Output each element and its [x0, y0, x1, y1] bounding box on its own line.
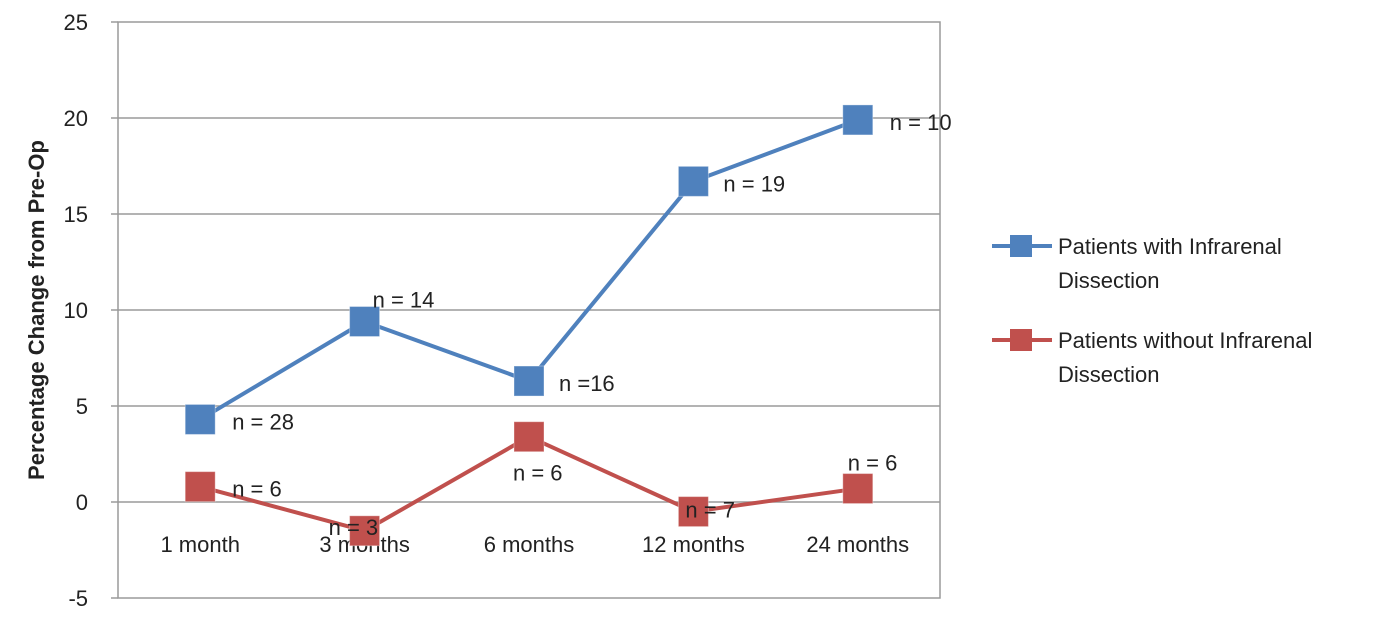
- legend-marker: [1010, 235, 1032, 257]
- data-point-marker: [677, 165, 709, 197]
- data-label: n = 28: [232, 409, 294, 434]
- data-point-marker: [184, 403, 216, 435]
- y-tick-label: -5: [68, 586, 88, 611]
- data-label: n = 14: [373, 288, 435, 313]
- y-tick-label: 25: [64, 10, 88, 35]
- y-tick-label: 0: [76, 490, 88, 515]
- data-label: n = 6: [232, 477, 282, 502]
- y-axis-ticks: -5 0 5 10 15 20 25: [64, 10, 88, 611]
- gridlines: [111, 21, 940, 599]
- legend-label: Patients without Infrarenal: [1058, 328, 1312, 353]
- legend-label: Patients with Infrarenal: [1058, 234, 1282, 259]
- data-point-marker: [513, 421, 545, 453]
- data-label: n = 6: [848, 451, 898, 476]
- y-axis-title: Percentage Change from Pre-Op: [24, 140, 49, 480]
- data-label: n = 10: [890, 110, 952, 135]
- x-tick-label: 1 month: [160, 532, 240, 557]
- y-tick-label: 15: [64, 202, 88, 227]
- data-point-marker: [677, 496, 709, 528]
- data-point-marker: [349, 515, 381, 547]
- x-tick-label: 6 months: [484, 532, 575, 557]
- data-label: n = 19: [723, 171, 785, 196]
- legend-label: Dissection: [1058, 362, 1159, 387]
- legend: Patients with Infrarenal Dissection Patien…: [992, 234, 1312, 387]
- data-label: n = 6: [513, 461, 563, 486]
- data-point-marker: [842, 104, 874, 136]
- data-point-marker: [349, 306, 381, 338]
- data-point-marker: [513, 365, 545, 397]
- legend-label: Dissection: [1058, 268, 1159, 293]
- series-group: [184, 104, 874, 547]
- data-point-marker: [184, 471, 216, 503]
- y-tick-label: 20: [64, 106, 88, 131]
- data-label: n = 7: [685, 498, 735, 523]
- data-labels: n = 28 n = 14 n =16 n = 19 n = 10 n = 6 n = 3 n…: [232, 110, 951, 540]
- data-label: n = 3: [329, 515, 379, 540]
- x-tick-label: 24 months: [806, 532, 909, 557]
- legend-marker: [1010, 329, 1032, 351]
- y-tick-label: 5: [76, 394, 88, 419]
- x-tick-label: 12 months: [642, 532, 745, 557]
- y-tick-label: 10: [64, 298, 88, 323]
- data-label: n =16: [559, 371, 615, 396]
- data-point-marker: [842, 473, 874, 505]
